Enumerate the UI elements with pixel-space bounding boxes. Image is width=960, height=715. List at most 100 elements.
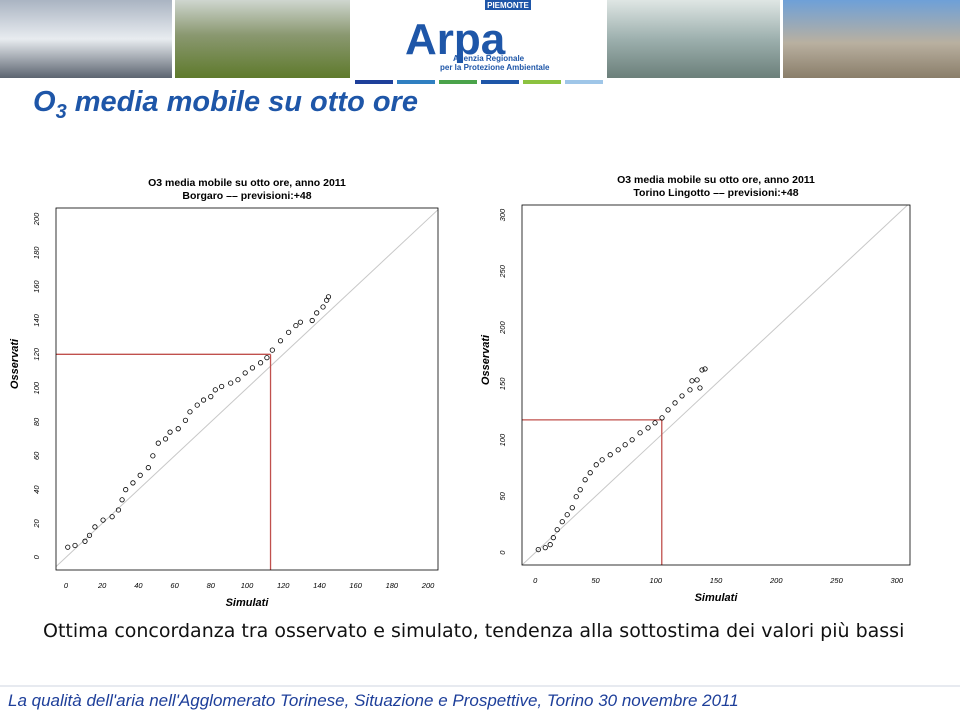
data-point [542,545,548,551]
y-tick-label: 60 [32,451,41,460]
data-point [314,310,320,316]
data-point [679,393,685,399]
caption: Ottima concordanza tra osservato e simul… [43,620,905,642]
data-point [109,514,115,520]
data-point [320,304,326,310]
data-point [92,524,98,530]
data-point [689,378,695,384]
data-point [550,535,556,541]
x-tick-label: 200 [421,581,435,590]
data-point [607,452,613,458]
plot-frame [521,204,911,566]
data-point [208,394,214,400]
data-point [652,420,658,426]
data-point [564,512,570,518]
x-tick-label: 0 [64,581,69,590]
data-point [65,544,71,550]
logo-bar [523,80,561,84]
data-point [264,355,270,361]
logo-text: per la Protezione Ambientale [440,63,550,72]
x-tick-label: 140 [313,581,326,590]
data-point [130,480,136,486]
header-photo [783,0,960,78]
y-axis-label: Osservati [9,338,21,389]
data-point [587,470,593,476]
data-point [599,457,605,463]
data-point [228,380,234,386]
y-tick-label: 250 [498,264,507,278]
data-point [119,497,125,503]
data-point [615,447,621,453]
data-point [297,319,304,325]
data-point [257,360,264,366]
y-tick-label: 50 [498,491,507,500]
data-point [593,462,599,468]
data-point [293,322,299,329]
x-tick-label: 200 [769,576,783,585]
x-axis-label: Simulati [695,592,739,604]
data-point [699,367,705,373]
logo-bar [481,80,519,84]
x-tick-label: 0 [533,576,538,585]
y-tick-label: 120 [32,347,41,360]
y-tick-label: 200 [32,212,41,226]
data-point [194,402,200,408]
header-photo [175,0,350,78]
x-tick-label: 20 [97,581,107,590]
data-point [82,538,88,544]
header-photo [0,0,172,78]
data-point [100,517,106,523]
chart-subtitle: Torino Lingotto –– previsioni:+48 [633,187,798,199]
data-point [569,505,575,511]
data-point [123,487,129,493]
chart-title: O3 media mobile su otto ore, anno 2011 [617,174,815,186]
diagonal-line [55,209,439,567]
data-point [242,370,248,376]
data-point [697,385,703,391]
y-tick-label: 200 [498,321,507,335]
x-tick-label: 180 [386,581,399,590]
data-point [702,366,708,372]
x-tick-label: 60 [170,581,179,590]
x-tick-label: 150 [710,576,723,585]
x-tick-label: 120 [277,581,290,590]
data-point [167,429,173,435]
logo-region: PIEMONTE [487,1,529,10]
slide-title: O3 media mobile su otto ore [33,86,418,124]
x-tick-label: 160 [349,581,362,590]
logo-name: Arpa [405,15,506,64]
header-photo [607,0,780,78]
y-tick-label: 0 [498,550,507,555]
data-point [115,507,122,513]
data-point [277,338,284,344]
data-point [325,294,332,300]
y-tick-label: 150 [498,377,507,390]
y-tick-label: 160 [32,280,41,293]
data-point [573,494,579,500]
data-point [547,542,553,548]
y-tick-label: 140 [32,313,41,326]
y-tick-label: 80 [32,417,41,426]
y-tick-label: 300 [498,208,507,221]
y-axis-label: Osservati [480,334,492,385]
data-point [629,437,635,443]
logo-bar [565,80,603,84]
data-point [137,472,143,478]
x-tick-label: 250 [829,576,843,585]
data-point [637,430,643,436]
logo-text: Agenzia Regionale [453,54,525,63]
data-point [249,365,256,371]
data-point [687,387,693,393]
logo-bar [355,80,393,84]
data-point [219,383,225,390]
logo-bar [439,80,477,84]
footer: La qualità dell'aria nell'Agglomerato To… [8,691,739,710]
diagonal-line [521,204,908,566]
data-point [645,425,651,431]
data-point [235,377,241,383]
data-point [577,487,583,493]
y-tick-label: 40 [32,485,41,494]
data-point [659,415,665,421]
